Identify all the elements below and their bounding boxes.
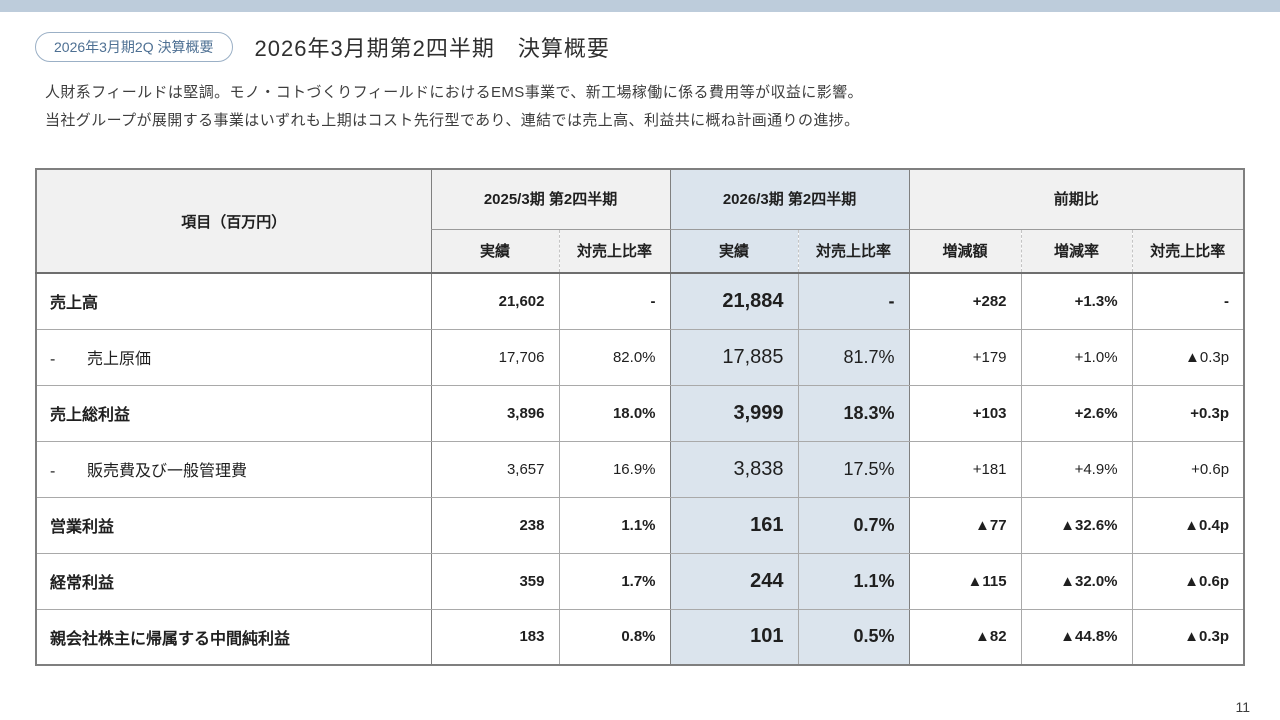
cell-current-ratio: - <box>797 273 910 330</box>
cell-prev-ratio: 1.7% <box>558 553 671 610</box>
cell-yoy-amount: ▲82 <box>908 609 1022 666</box>
financial-results-table: 項目（百万円） 2025/3期 第2四半期 2026/3期 第2四半期 前期比 … <box>35 168 1246 666</box>
cell-yoy-ratio: +0.3p <box>1131 385 1245 442</box>
cell-prev-actual: 21,602 <box>430 273 559 330</box>
title-row: 2026年3月期2Q 決算概要 2026年3月期第2四半期 決算概要 <box>35 31 610 63</box>
table-row-cost-of-sales: - 売上原価 17,706 82.0% 17,885 81.7% +179 +1.… <box>36 329 1245 386</box>
table-subheader-row: 実績 対売上比率 実績 対売上比率 増減額 増減率 対売上比率 <box>36 229 1245 274</box>
column-group-current-period: 2026/3期 第2四半期 <box>669 169 910 230</box>
table-row-gross-profit: 売上総利益 3,896 18.0% 3,999 18.3% +103 +2.6%… <box>36 385 1245 442</box>
column-group-yoy: 前期比 <box>908 169 1245 230</box>
summary-line-2: 当社グループが展開する事業はいずれも上期はコスト先行型であり、連結では売上高、利… <box>45 112 860 129</box>
minus-prefix: - <box>50 463 56 480</box>
column-header-current-actual: 実績 <box>669 229 799 274</box>
cell-current-actual: 101 <box>669 609 799 666</box>
column-header-item: 項目（百万円） <box>36 169 431 274</box>
cell-yoy-rate: +4.9% <box>1020 441 1133 498</box>
cell-yoy-rate: +1.3% <box>1020 273 1133 330</box>
cell-yoy-ratio: - <box>1131 273 1245 330</box>
cell-yoy-rate: +2.6% <box>1020 385 1133 442</box>
table-row-net-sales: 売上高 21,602 - 21,884 - +282 +1.3% - <box>36 273 1245 330</box>
cell-yoy-ratio: ▲0.3p <box>1131 609 1245 666</box>
cell-current-ratio: 18.3% <box>797 385 910 442</box>
column-header-prev-actual: 実績 <box>430 229 559 274</box>
cell-current-actual: 21,884 <box>669 273 799 330</box>
cell-prev-ratio: 16.9% <box>558 441 671 498</box>
cell-prev-ratio: 18.0% <box>558 385 671 442</box>
cell-yoy-rate: ▲44.8% <box>1020 609 1133 666</box>
cell-yoy-rate: ▲32.6% <box>1020 497 1133 554</box>
cell-current-ratio: 0.7% <box>797 497 910 554</box>
column-header-current-sales-ratio: 対売上比率 <box>797 229 910 274</box>
row-label: 経常利益 <box>36 553 431 610</box>
cell-yoy-ratio: ▲0.3p <box>1131 329 1245 386</box>
page-title: 2026年3月期第2四半期 決算概要 <box>254 36 610 61</box>
cell-prev-ratio: 82.0% <box>558 329 671 386</box>
cell-current-actual: 3,838 <box>669 441 799 498</box>
cell-current-ratio: 81.7% <box>797 329 910 386</box>
cell-yoy-amount: +179 <box>908 329 1022 386</box>
cell-prev-actual: 359 <box>430 553 559 610</box>
section-badge: 2026年3月期2Q 決算概要 <box>35 32 233 62</box>
cell-yoy-amount: +103 <box>908 385 1022 442</box>
cell-prev-actual: 17,706 <box>430 329 559 386</box>
row-label: 親会社株主に帰属する中間純利益 <box>36 609 431 666</box>
cell-yoy-ratio: +0.6p <box>1131 441 1245 498</box>
cell-yoy-amount: +181 <box>908 441 1022 498</box>
row-label: - 売上原価 <box>36 329 431 386</box>
table-row-ordinary-profit: 経常利益 359 1.7% 244 1.1% ▲115 ▲32.0% ▲0.6p <box>36 553 1245 610</box>
cell-yoy-rate: ▲32.0% <box>1020 553 1133 610</box>
minus-prefix: - <box>50 351 56 368</box>
cell-yoy-amount: ▲77 <box>908 497 1022 554</box>
table-row-interim-net-profit: 親会社株主に帰属する中間純利益 183 0.8% 101 0.5% ▲82 ▲4… <box>36 609 1245 666</box>
column-group-prev-period: 2025/3期 第2四半期 <box>430 169 671 230</box>
cell-current-ratio: 0.5% <box>797 609 910 666</box>
cell-current-ratio: 1.1% <box>797 553 910 610</box>
top-accent-bar <box>0 0 1280 12</box>
cell-yoy-rate: +1.0% <box>1020 329 1133 386</box>
cell-prev-actual: 3,657 <box>430 441 559 498</box>
cell-yoy-ratio: ▲0.6p <box>1131 553 1245 610</box>
row-label: 売上高 <box>36 273 431 330</box>
summary-line-1: 人財系フィールドは堅調。モノ・コトづくりフィールドにおけるEMS事業で、新工場稼… <box>45 84 863 101</box>
column-header-yoy-change-rate: 増減率 <box>1020 229 1133 274</box>
cell-current-actual: 17,885 <box>669 329 799 386</box>
cell-yoy-amount: ▲115 <box>908 553 1022 610</box>
cell-prev-ratio: 1.1% <box>558 497 671 554</box>
cell-prev-ratio: - <box>558 273 671 330</box>
cell-prev-actual: 3,896 <box>430 385 559 442</box>
cell-current-ratio: 17.5% <box>797 441 910 498</box>
section-badge-label: 2026年3月期2Q 決算概要 <box>54 39 214 55</box>
summary-text-block: 人財系フィールドは堅調。モノ・コトづくりフィールドにおけるEMS事業で、新工場稼… <box>45 79 863 135</box>
cell-prev-actual: 238 <box>430 497 559 554</box>
table-row-operating-profit: 営業利益 238 1.1% 161 0.7% ▲77 ▲32.6% ▲0.4p <box>36 497 1245 554</box>
table-header-group-row: 項目（百万円） 2025/3期 第2四半期 2026/3期 第2四半期 前期比 <box>36 169 1245 274</box>
cell-prev-actual: 183 <box>430 609 559 666</box>
cell-prev-ratio: 0.8% <box>558 609 671 666</box>
cell-yoy-amount: +282 <box>908 273 1022 330</box>
table-row-sga-expenses: - 販売費及び一般管理費 3,657 16.9% 3,838 17.5% +181… <box>36 441 1245 498</box>
page-number: 11 <box>1235 699 1250 715</box>
column-header-yoy-change-amount: 増減額 <box>908 229 1022 274</box>
column-header-prev-sales-ratio: 対売上比率 <box>558 229 671 274</box>
cell-current-actual: 3,999 <box>669 385 799 442</box>
column-header-yoy-sales-ratio: 対売上比率 <box>1131 229 1245 274</box>
cell-current-actual: 244 <box>669 553 799 610</box>
row-label: 売上総利益 <box>36 385 431 442</box>
row-label: - 販売費及び一般管理費 <box>36 441 431 498</box>
cell-yoy-ratio: ▲0.4p <box>1131 497 1245 554</box>
cell-current-actual: 161 <box>669 497 799 554</box>
row-label: 営業利益 <box>36 497 431 554</box>
